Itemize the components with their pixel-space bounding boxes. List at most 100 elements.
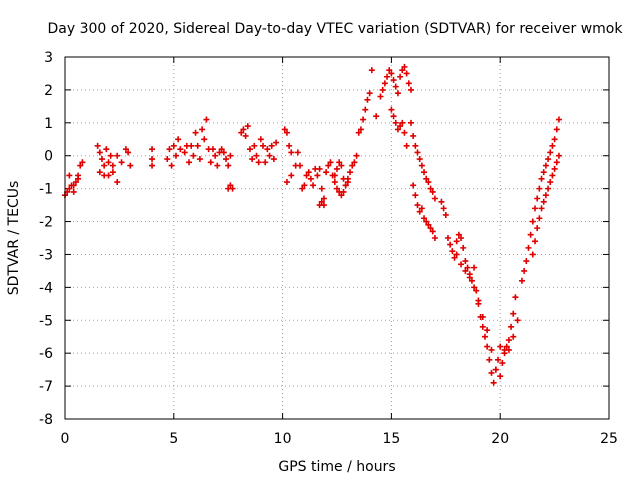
data-point <box>399 67 406 74</box>
x-tick-label: 0 <box>61 431 70 447</box>
data-point <box>362 106 369 113</box>
y-tick-label: -7 <box>39 379 53 395</box>
data-point <box>479 313 486 320</box>
data-point <box>394 126 401 133</box>
data-point <box>207 159 214 166</box>
data-point <box>438 198 445 205</box>
data-point <box>458 261 465 268</box>
x-tick-label: 25 <box>600 431 618 447</box>
data-point <box>294 149 301 156</box>
data-point <box>540 198 547 205</box>
data-point <box>536 185 543 192</box>
data-point <box>384 73 391 80</box>
data-point <box>492 366 499 373</box>
data-point <box>510 333 517 340</box>
data-point <box>497 373 504 380</box>
grid-lines <box>65 57 609 419</box>
data-point <box>429 228 436 235</box>
data-point <box>475 297 482 304</box>
data-point <box>447 241 454 248</box>
data-point <box>538 205 545 212</box>
data-point <box>149 146 156 153</box>
data-point <box>318 198 325 205</box>
chart-title: Day 300 of 2020, Sidereal Day-to-day VTE… <box>48 21 624 37</box>
data-point <box>410 182 417 189</box>
data-point <box>444 235 451 241</box>
data-point <box>401 129 408 136</box>
data-point <box>427 185 434 192</box>
data-point <box>449 248 456 255</box>
data-point <box>320 202 327 209</box>
x-tick-label: 5 <box>169 431 178 447</box>
y-tick-label: -2 <box>39 215 53 231</box>
data-point <box>407 86 414 93</box>
data-point <box>246 146 253 153</box>
data-point <box>79 159 86 166</box>
data-point <box>414 202 421 209</box>
data-point <box>549 142 556 149</box>
data-point <box>518 277 525 284</box>
data-point <box>194 142 201 149</box>
data-point <box>70 182 77 189</box>
data-point <box>323 169 330 176</box>
y-tick-label: 3 <box>44 50 53 66</box>
data-point <box>538 175 545 182</box>
data-point <box>122 146 129 153</box>
data-point <box>101 162 108 169</box>
data-point <box>325 162 332 169</box>
data-point <box>421 215 428 222</box>
data-point <box>525 244 532 251</box>
data-point <box>170 142 177 149</box>
data-point <box>431 195 438 202</box>
data-point <box>331 179 338 186</box>
data-point <box>547 179 554 186</box>
data-point <box>338 162 345 169</box>
data-point <box>70 188 77 195</box>
data-point <box>392 119 399 126</box>
data-point <box>429 188 436 195</box>
data-point <box>283 129 290 136</box>
data-point <box>488 346 495 353</box>
data-point <box>462 258 469 265</box>
data-point <box>331 172 338 179</box>
data-point <box>479 323 486 330</box>
data-point <box>201 136 208 143</box>
data-point <box>421 169 428 176</box>
data-point <box>366 90 373 97</box>
data-point <box>190 152 197 159</box>
data-point <box>264 146 271 153</box>
data-point <box>514 317 521 324</box>
data-point <box>523 258 530 265</box>
data-point <box>164 156 171 163</box>
data-point <box>316 165 323 172</box>
data-point <box>334 165 340 172</box>
data-point <box>508 323 515 330</box>
data-point <box>288 172 295 179</box>
data-point <box>553 159 560 166</box>
data-point <box>227 182 234 189</box>
data-point <box>555 152 562 159</box>
data-point <box>529 251 536 258</box>
data-point <box>227 152 234 159</box>
y-tick-label: -8 <box>39 412 53 428</box>
data-point <box>377 93 384 100</box>
data-point <box>532 205 539 212</box>
data-point <box>181 149 188 156</box>
data-point <box>418 205 425 212</box>
data-point <box>96 149 103 156</box>
data-point <box>423 218 430 225</box>
data-point <box>307 175 314 182</box>
data-point <box>314 172 321 179</box>
data-point <box>549 172 556 179</box>
data-point <box>177 146 184 153</box>
data-point <box>505 337 512 344</box>
data-point <box>521 267 528 274</box>
data-point <box>425 179 432 186</box>
data-point <box>268 142 275 149</box>
y-tick-label: 1 <box>44 116 53 132</box>
data-point <box>488 369 495 376</box>
data-point <box>238 129 245 136</box>
data-point <box>536 215 543 222</box>
data-point <box>545 156 552 163</box>
